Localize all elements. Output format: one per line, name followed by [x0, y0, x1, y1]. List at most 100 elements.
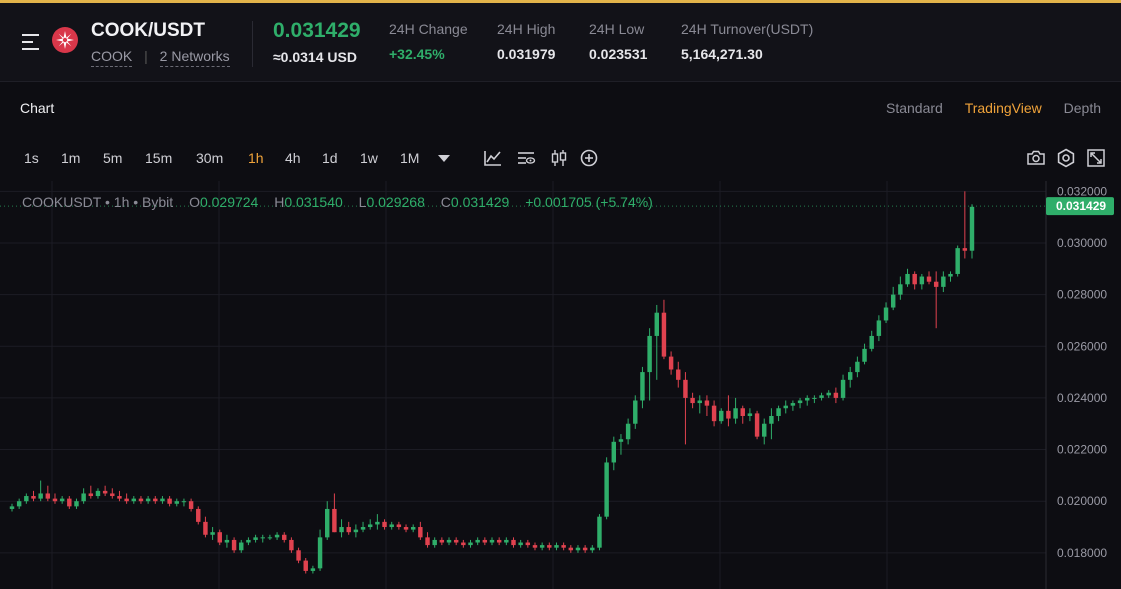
candle-body	[210, 532, 215, 535]
timeframe-5m[interactable]: 5m	[103, 150, 123, 166]
stat-label: 24H Change	[389, 21, 468, 37]
legend-change: +0.001705 (+5.74%)	[525, 194, 653, 210]
legend-interval: 1h	[113, 194, 130, 210]
stat-24h-change: 24H Change +32.45%	[389, 21, 468, 62]
candle-body	[511, 539, 516, 546]
candle-body	[95, 490, 101, 497]
candle-body	[246, 539, 251, 543]
legend-low: L0.029268	[358, 194, 425, 210]
candle-body	[683, 379, 688, 398]
candle-body	[124, 498, 129, 502]
stat-24h-low: 24H Low 0.023531	[589, 21, 647, 62]
legend-close: C0.031429	[440, 194, 510, 210]
candle-body	[776, 408, 781, 416]
timeframe-1h[interactable]: 1h	[248, 150, 264, 166]
candle-body	[274, 534, 280, 538]
y-tick-label: 0.018000	[1057, 546, 1107, 560]
candle-body	[367, 524, 373, 528]
tab-depth[interactable]: Depth	[1063, 100, 1101, 116]
candle-body	[554, 545, 559, 548]
last-price-label: 0.031429	[1056, 199, 1106, 213]
chart-settings-icon[interactable]	[516, 148, 536, 168]
candle-body	[840, 379, 846, 398]
candle-body	[733, 408, 738, 419]
menu-icon[interactable]	[22, 33, 42, 51]
timeframe-4h[interactable]: 4h	[285, 150, 301, 166]
candle-body	[525, 542, 531, 546]
timeframe-1M[interactable]: 1M	[400, 150, 420, 166]
stat-label: 24H High	[497, 21, 556, 37]
candle-body	[260, 537, 265, 539]
candle-body	[24, 496, 29, 502]
candle-body	[869, 335, 874, 349]
timeframe-1d[interactable]: 1d	[322, 150, 338, 166]
tab-standard[interactable]: Standard	[885, 100, 943, 116]
candle-body	[704, 400, 710, 406]
candle-body	[38, 493, 43, 499]
candle-body	[969, 206, 975, 251]
candle-body	[382, 521, 387, 528]
candle-body	[518, 542, 523, 546]
timeframe-1m[interactable]: 1m	[61, 150, 81, 166]
timeframe-1s[interactable]: 1s	[24, 150, 39, 166]
candle-body	[310, 568, 316, 571]
stat-label: 24H Low	[589, 21, 645, 37]
candle-body	[654, 312, 659, 336]
legend-high: H0.031540	[274, 194, 343, 210]
candle-body	[547, 545, 552, 548]
view-tabs: Standard TradingView Depth	[868, 100, 1101, 116]
timeframe-1w[interactable]: 1w	[360, 150, 378, 166]
usd-price: ≈0.0314 USD	[273, 49, 357, 65]
fullscreen-icon[interactable]	[1086, 148, 1106, 168]
stat-24h-high: 24H High 0.031979	[497, 21, 555, 62]
pair-subtitle: COOK | 2 Networks	[91, 48, 230, 67]
candle-body	[955, 248, 960, 274]
candle-body	[117, 496, 122, 499]
candle-body	[425, 537, 430, 546]
chevron-down-icon[interactable]	[434, 148, 454, 168]
candle-body	[332, 508, 337, 533]
candle-body	[561, 545, 566, 548]
base-asset-link[interactable]: COOK	[91, 48, 133, 67]
add-icon[interactable]	[579, 148, 599, 168]
candle-body	[160, 498, 165, 502]
candle-body	[174, 501, 179, 504]
timeframe-15m[interactable]: 15m	[145, 150, 173, 166]
y-tick-label: 0.026000	[1057, 339, 1107, 353]
candle-body	[833, 392, 839, 398]
candle-type-icon[interactable]	[549, 148, 569, 168]
candle-body	[919, 276, 925, 285]
candlestick-chart[interactable]: 0.032000 0.030000 0.028000 0.026000 0.024000…	[0, 181, 1121, 589]
indicator-icon[interactable]	[483, 148, 503, 168]
candle-body	[898, 284, 903, 295]
candle-body	[145, 498, 151, 502]
candle-body	[740, 408, 745, 416]
candle-body	[439, 539, 445, 543]
candle-body	[325, 508, 330, 538]
gear-icon[interactable]	[1056, 148, 1076, 168]
y-tick-label: 0.020000	[1057, 494, 1107, 508]
candle-body	[339, 527, 344, 533]
candle-body	[805, 397, 810, 401]
candle-body	[167, 498, 172, 504]
camera-icon[interactable]	[1026, 148, 1046, 168]
candle-body	[575, 547, 581, 551]
timeframe-30m[interactable]: 30m	[196, 150, 224, 166]
candle-body	[640, 372, 645, 401]
candle-body	[797, 400, 803, 404]
candle-body	[590, 547, 595, 551]
ticker-header: COOK/USDT COOK | 2 Networks 0.031429 ≈0.…	[0, 3, 1121, 82]
candle-body	[611, 441, 617, 463]
networks-link[interactable]: 2 Networks	[159, 48, 230, 67]
candle-body	[203, 521, 208, 535]
legend-exchange: Bybit	[142, 194, 174, 210]
tab-tradingview[interactable]: TradingView	[964, 100, 1042, 116]
pair-title[interactable]: COOK/USDT	[91, 20, 205, 41]
candle-body	[762, 423, 767, 437]
y-tick-label: 0.032000	[1057, 184, 1107, 198]
candle-body	[697, 400, 702, 404]
candle-body	[403, 527, 409, 530]
candle-body	[847, 372, 853, 380]
candle-body	[862, 348, 867, 362]
candle-body	[102, 490, 108, 494]
